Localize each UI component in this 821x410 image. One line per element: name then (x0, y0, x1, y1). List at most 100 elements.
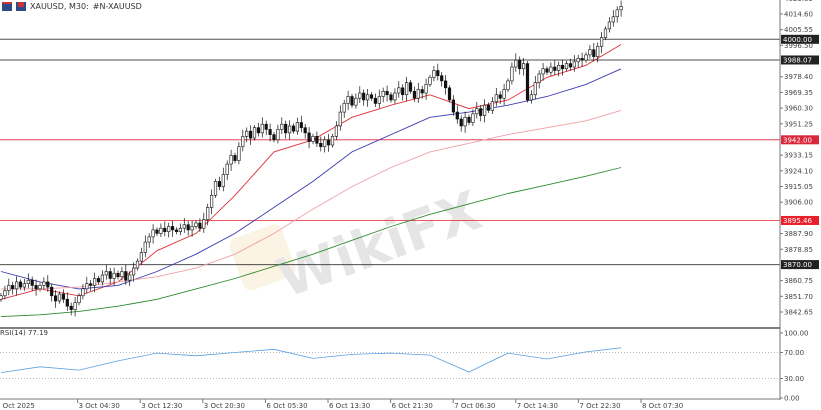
bearish-candle (307, 132, 311, 142)
bearish-candle (171, 226, 175, 231)
bullish-candle (549, 66, 553, 73)
bearish-candle (116, 272, 120, 278)
watermark-logo: WikiFX (229, 179, 489, 310)
bearish-candle (412, 90, 417, 99)
price-tick-label: 3960.30 (784, 105, 813, 113)
bullish-candle (182, 224, 186, 229)
bullish-candle (42, 281, 46, 286)
bullish-candle (502, 89, 506, 99)
bullish-candle (139, 252, 144, 262)
bullish-candle (576, 58, 580, 63)
bullish-candle (252, 127, 257, 139)
price-tick-label: 3906.00 (784, 199, 813, 207)
moving-average-line (0, 167, 622, 318)
bullish-candle (471, 113, 475, 123)
time-tick-label: 7 Oct 22:30 (579, 402, 620, 410)
price-tick-label: 3996.50 (784, 42, 813, 50)
level-price-tag (781, 215, 819, 225)
bearish-candle (553, 66, 557, 71)
bullish-candle (404, 82, 409, 96)
bearish-candle (155, 229, 159, 234)
time-tick-label: 7 Oct 14:30 (517, 402, 558, 410)
bearish-candle (65, 298, 69, 307)
price-tick-label: 3878.85 (784, 246, 813, 254)
bullish-candle (482, 104, 487, 116)
bearish-candle (11, 285, 15, 290)
price-tick-label: 4005.55 (784, 26, 813, 34)
bearish-candle (299, 122, 303, 128)
level-price-tag (781, 34, 819, 44)
bullish-candle (241, 136, 245, 148)
bullish-candle (607, 21, 611, 30)
bearish-candle (96, 278, 101, 283)
bullish-candle (311, 136, 315, 142)
bullish-candle (143, 241, 147, 253)
symbol-description: #N-XAUUSD (92, 1, 142, 11)
bullish-candle (506, 80, 510, 90)
moving-average-line (0, 68, 622, 290)
bullish-candle (564, 63, 569, 70)
level-price-tag (781, 260, 819, 270)
bullish-candle (541, 68, 545, 75)
bullish-candle (529, 94, 533, 101)
bullish-candle (428, 77, 432, 85)
bearish-candle (479, 108, 483, 116)
bullish-candle (57, 293, 62, 302)
bearish-candle (592, 49, 596, 57)
bullish-candle (132, 267, 136, 276)
price-tick-label: 4023.65 (784, 0, 813, 3)
bearish-candle (447, 87, 452, 101)
bullish-candle (260, 123, 264, 134)
bullish-candle (85, 283, 89, 290)
bullish-candle (229, 155, 233, 165)
bullish-candle (381, 90, 385, 97)
bearish-candle (362, 92, 366, 101)
level-price-label: 3988.07 (783, 56, 812, 64)
bullish-candle (81, 288, 85, 297)
bullish-candle (342, 103, 346, 113)
bearish-candle (198, 222, 202, 229)
level-price-label: 3895.46 (783, 217, 812, 225)
price-tick-label: 3951.25 (784, 120, 813, 128)
bearish-candle (233, 155, 237, 161)
bearish-candle (315, 136, 319, 144)
chart-title-bar: XAUUSD, M30: #N-XAUUSD (2, 0, 142, 12)
bullish-candle (190, 226, 194, 231)
time-tick-label: 6 Oct 21:30 (392, 402, 433, 410)
time-tick-label: 6 Oct 13:30 (329, 402, 370, 410)
bearish-candle (284, 123, 288, 134)
bullish-candle (112, 272, 116, 279)
level-price-tag (781, 55, 819, 65)
bullish-candle (280, 123, 284, 130)
bearish-candle (163, 227, 167, 232)
level-price-label: 3942.00 (783, 136, 812, 144)
bullish-candle (15, 281, 19, 290)
bullish-candle (358, 92, 362, 99)
price-tick-label: 3924.10 (784, 167, 813, 175)
bearish-candle (451, 99, 456, 113)
bullish-candle (330, 136, 335, 146)
bullish-candle (338, 111, 342, 127)
bullish-candle (295, 122, 300, 132)
bearish-candle (34, 285, 38, 290)
bullish-candle (7, 285, 11, 291)
bearish-candle (350, 96, 354, 106)
bullish-candle (393, 92, 397, 101)
bearish-candle (256, 127, 261, 134)
bullish-candle (100, 274, 104, 283)
bullish-candle (334, 125, 339, 137)
bearish-candle (291, 125, 296, 132)
chart-type-icon (2, 1, 12, 11)
bearish-candle (319, 142, 323, 148)
bearish-candle (568, 63, 572, 68)
bearish-candle (89, 283, 93, 286)
bullish-candle (463, 116, 467, 127)
bullish-candle (206, 207, 210, 220)
bullish-candle (323, 139, 327, 148)
bearish-candle (264, 123, 268, 130)
time-tick-label: 3 Oct 20:30 (204, 402, 245, 410)
bearish-candle (486, 104, 491, 111)
rsi-tick-label: 0.00 (784, 395, 800, 403)
time-tick-label: 7 Oct 06:30 (454, 402, 495, 410)
